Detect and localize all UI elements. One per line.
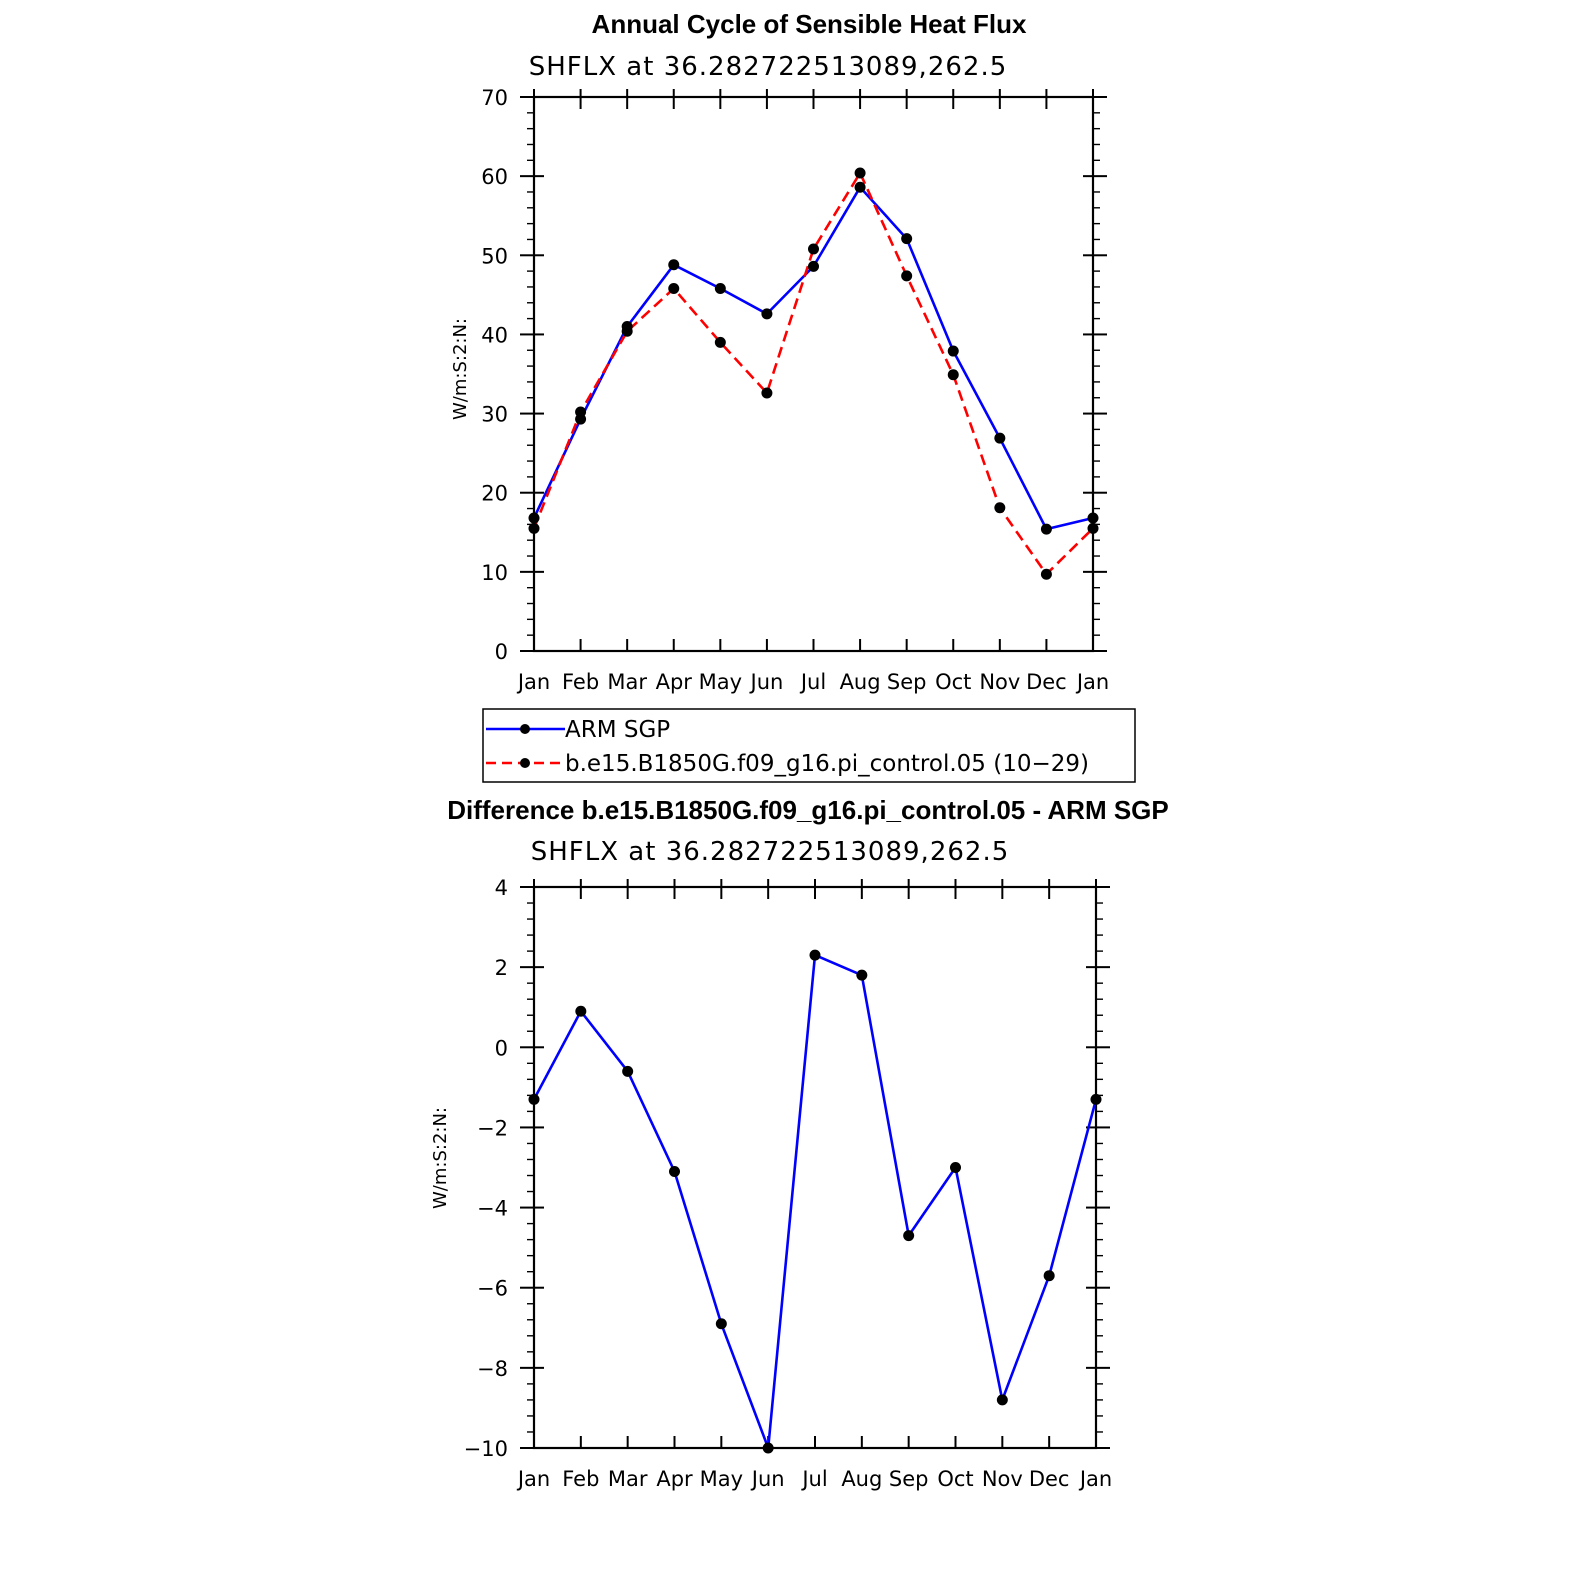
data-point — [996, 1394, 1008, 1406]
data-point — [668, 283, 680, 295]
data-point — [762, 1442, 774, 1454]
x-tick-label: May — [699, 670, 742, 694]
data-point — [947, 345, 959, 357]
x-tick-label: Jun — [749, 670, 784, 694]
data-point — [761, 387, 773, 399]
data-point — [1040, 568, 1052, 580]
data-point — [528, 1093, 540, 1105]
y-tick-label: 2 — [495, 956, 508, 980]
data-point — [856, 969, 868, 981]
x-tick-label: Jun — [750, 1467, 785, 1491]
series-line-0 — [532, 185, 1094, 531]
x-tick-label: Mar — [607, 670, 647, 694]
y-tick-label: 40 — [481, 323, 508, 347]
x-tick-label: Aug — [841, 1467, 882, 1491]
x-tick-label: Oct — [937, 1467, 973, 1491]
data-point — [947, 369, 959, 381]
data-point — [528, 512, 540, 524]
x-tick-label: Jul — [799, 670, 826, 694]
data-point — [621, 325, 633, 337]
data-point — [809, 949, 821, 961]
x-tick-label: Dec — [1026, 670, 1067, 694]
data-point — [528, 522, 540, 534]
series-line-1 — [532, 171, 1094, 576]
y-tick-label: −8 — [477, 1357, 508, 1381]
data-point — [1087, 522, 1099, 534]
data-point — [901, 270, 913, 282]
y-tick-label: 0 — [495, 1036, 508, 1060]
x-tick-label: Sep — [887, 670, 927, 694]
y-tick-label: 10 — [481, 561, 508, 585]
y-tick-label: −10 — [464, 1437, 508, 1461]
data-point — [950, 1162, 961, 1173]
x-tick-label: Jan — [1078, 1467, 1112, 1491]
x-tick-label: Apr — [656, 670, 693, 694]
x-tick-label: Feb — [562, 1467, 599, 1491]
legend-label-model: b.e15.B1850G.f09_g16.pi_control.05 (10−2… — [565, 751, 1089, 777]
legend-label-arm: ARM SGP — [565, 717, 670, 743]
data-point — [761, 308, 773, 320]
y-tick-label: −4 — [477, 1197, 508, 1221]
chart2-subtitle: SHFLX at 36.282722513089,262.5 — [531, 837, 1010, 867]
y-tick-label: 0 — [495, 640, 508, 664]
y-tick-label: 60 — [481, 165, 508, 189]
y-tick-label: 70 — [481, 86, 508, 110]
data-point — [575, 1005, 587, 1017]
y-tick-label: 50 — [481, 244, 508, 268]
chart1-subtitle: SHFLX at 36.282722513089,262.5 — [529, 52, 1008, 82]
chart2-ylabel: W/m:S:2:N: — [430, 1107, 451, 1209]
data-point — [854, 181, 866, 193]
y-tick-label: 4 — [495, 876, 508, 900]
y-tick-label: −2 — [477, 1116, 508, 1140]
legend-box — [482, 708, 1136, 783]
plot-frame — [532, 885, 1098, 1450]
x-tick-label: Feb — [562, 670, 599, 694]
y-tick-label: 20 — [481, 482, 508, 506]
chart1-plot: 0 10 20 30 40 50 60 70 Jan Feb Mar Apr May Jun Jul Aug S… — [481, 86, 1109, 694]
data-point — [714, 336, 726, 348]
series-line-0 — [532, 953, 1098, 1450]
x-tick-label: Mar — [608, 1467, 648, 1491]
x-tick-label: Jan — [516, 670, 550, 694]
x-tick-label: Oct — [935, 670, 971, 694]
data-point — [714, 283, 726, 295]
plot-frame — [532, 95, 1095, 653]
x-tick-label: May — [700, 1467, 743, 1491]
data-point — [669, 1166, 680, 1178]
data-point — [994, 432, 1006, 444]
data-point — [668, 259, 680, 271]
x-tick-label: Jul — [800, 1467, 827, 1491]
x-tick-label: Apr — [656, 1467, 693, 1491]
data-point — [1087, 512, 1099, 524]
data-point — [1043, 1270, 1055, 1282]
data-point — [1090, 1093, 1102, 1105]
data-point — [903, 1230, 915, 1242]
data-point — [901, 233, 913, 245]
data-point — [575, 406, 587, 418]
x-tick-label: Jan — [1075, 670, 1109, 694]
data-point — [808, 260, 819, 272]
y-tick-label: −6 — [477, 1277, 508, 1301]
data-point — [854, 167, 866, 179]
x-tick-label: Nov — [982, 1467, 1023, 1491]
x-tick-label: Dec — [1029, 1467, 1070, 1491]
chart2-title: Difference b.e15.B1850G.f09_g16.pi_contr… — [447, 795, 1169, 825]
y-tick-label: 30 — [481, 403, 508, 427]
chart1-title: Annual Cycle of Sensible Heat Flux — [592, 9, 1027, 39]
data-point — [994, 502, 1006, 514]
legend-marker-arm — [520, 724, 530, 734]
x-tick-label: Sep — [889, 1467, 929, 1491]
data-point — [622, 1065, 634, 1077]
chart1-legend: ARM SGP b.e15.B1850G.f09_g16.pi_control.… — [482, 708, 1136, 783]
chart2-plot: −10 −8 −6 −4 −2 0 2 4 Jan Feb Mar Apr May Jun Jul Aug Se… — [464, 876, 1113, 1491]
chart1-ylabel: W/m:S:2:N: — [450, 318, 471, 420]
data-point — [715, 1318, 727, 1330]
x-tick-label: Jan — [516, 1467, 550, 1491]
data-point — [808, 243, 819, 255]
x-tick-label: Aug — [840, 670, 881, 694]
x-tick-label: Nov — [979, 670, 1020, 694]
data-point — [1040, 523, 1052, 535]
legend-marker-model — [520, 758, 530, 768]
